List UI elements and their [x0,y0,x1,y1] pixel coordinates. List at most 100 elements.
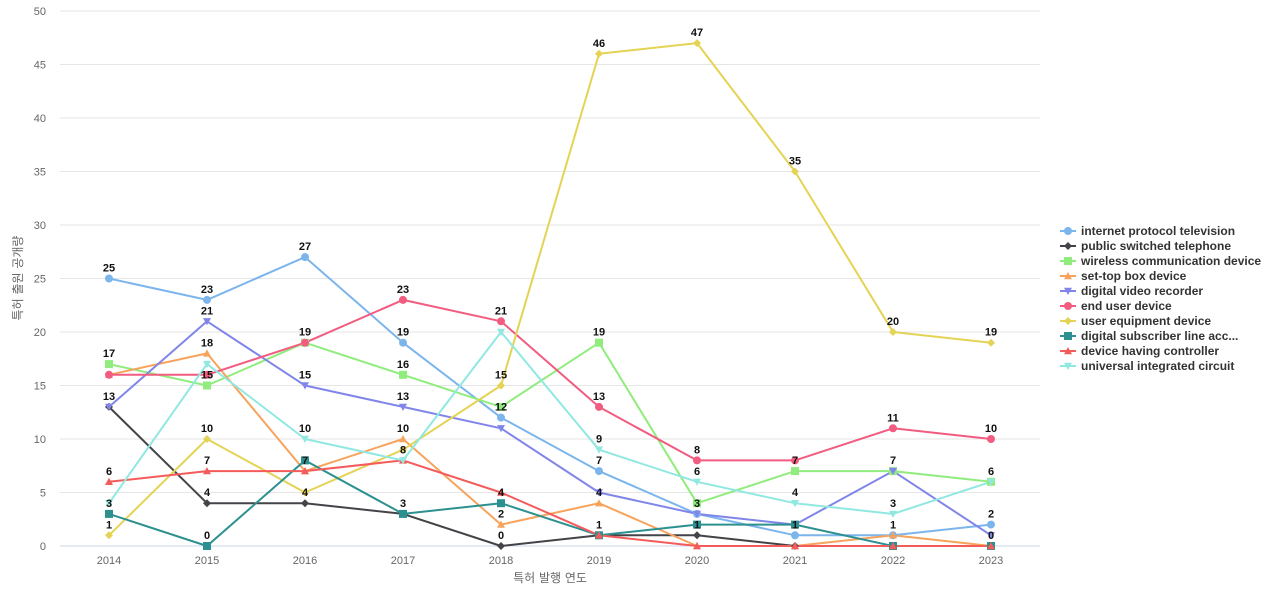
legend-marker[interactable] [1064,317,1072,325]
data-point-internet-protocol-television[interactable] [399,338,407,347]
data-point-end-user-device[interactable] [105,370,113,379]
data-point-wireless-communication-device[interactable] [595,338,603,347]
data-point-end-user-device[interactable] [301,338,309,347]
series-line-digital-subscriber-line-acc[interactable] [108,459,991,547]
series-line-universal-integrated-circuit[interactable] [108,331,992,515]
data-point-user-equipment-device[interactable] [987,338,995,347]
data-point-public-switched-telephone[interactable] [497,542,505,550]
data-point-public-switched-telephone[interactable] [203,499,211,508]
legend-marker[interactable] [1064,302,1072,310]
data-point-digital-subscriber-line-acc[interactable] [497,499,505,508]
data-point-device-having-controller[interactable] [595,531,603,539]
series-line-digital-video-recorder[interactable] [108,320,992,537]
legend-marker[interactable] [1064,347,1072,355]
series-line-wireless-communication-device[interactable] [108,341,992,505]
data-point-end-user-device[interactable] [693,456,701,465]
data-point-digital-subscriber-line-acc[interactable] [301,456,309,465]
legend-item-public-switched-telephone[interactable]: public switched telephone [1060,239,1231,253]
data-point-user-equipment-device[interactable] [497,381,505,390]
data-point-set-top-box-device[interactable] [399,435,407,443]
data-point-internet-protocol-television[interactable] [595,467,603,476]
data-point-end-user-device[interactable] [791,456,799,465]
series-line-user-equipment-device[interactable] [108,42,992,537]
data-point-universal-integrated-circuit[interactable] [987,478,995,486]
legend-item-device-having-controller[interactable]: device having controller [1060,344,1219,358]
data-point-user-equipment-device[interactable] [791,167,799,176]
data-point-universal-integrated-circuit[interactable] [889,510,897,518]
data-point-wireless-communication-device[interactable] [203,381,211,390]
legend-marker[interactable] [1064,242,1072,250]
data-point-internet-protocol-television[interactable] [105,274,113,283]
data-point-digital-video-recorder[interactable] [497,425,505,433]
data-point-universal-integrated-circuit[interactable] [105,500,113,508]
data-point-public-switched-telephone[interactable] [693,531,701,540]
legend-item-digital-subscriber-line-acc[interactable]: digital subscriber line acc... [1060,329,1238,343]
data-point-digital-video-recorder[interactable] [301,382,309,390]
data-point-wireless-communication-device[interactable] [693,499,701,508]
data-point-set-top-box-device[interactable] [497,520,505,528]
data-point-wireless-communication-device[interactable] [497,402,505,411]
legend-item-user-equipment-device[interactable]: user equipment device [1060,314,1211,328]
data-point-device-having-controller[interactable] [889,542,897,550]
legend-marker[interactable] [1064,257,1072,265]
data-point-user-equipment-device[interactable] [595,49,603,58]
data-point-set-top-box-device[interactable] [889,531,897,539]
data-point-end-user-device[interactable] [203,370,211,379]
series-line-end-user-device[interactable] [109,298,992,462]
legend-item-universal-integrated-circuit[interactable]: universal integrated circuit [1060,359,1234,373]
data-point-digital-video-recorder[interactable] [595,489,603,497]
data-point-device-having-controller[interactable] [301,467,309,475]
data-point-digital-subscriber-line-acc[interactable] [791,520,799,529]
data-point-user-equipment-device[interactable] [693,39,701,48]
legend-marker[interactable] [1064,227,1072,235]
legend-item-end-user-device[interactable]: end user device [1060,299,1172,313]
data-point-digital-video-recorder[interactable] [889,467,897,476]
legend-item-internet-protocol-television[interactable]: internet protocol television [1060,224,1235,238]
data-point-wireless-communication-device[interactable] [791,467,799,476]
data-point-digital-video-recorder[interactable] [987,532,995,540]
data-point-digital-subscriber-line-acc[interactable] [105,509,113,518]
data-point-public-switched-telephone[interactable] [301,499,309,508]
data-point-user-equipment-device[interactable] [105,531,113,540]
data-point-universal-integrated-circuit[interactable] [301,435,309,443]
data-point-user-equipment-device[interactable] [399,445,407,454]
series-line-internet-protocol-television[interactable] [108,256,992,537]
data-point-device-having-controller[interactable] [497,488,505,496]
series-line-public-switched-telephone[interactable] [108,406,991,547]
data-point-device-having-controller[interactable] [203,467,211,475]
data-point-digital-subscriber-line-acc[interactable] [693,520,701,529]
data-point-digital-subscriber-line-acc[interactable] [399,509,407,518]
data-point-end-user-device[interactable] [399,295,407,304]
data-point-user-equipment-device[interactable] [203,435,211,443]
data-point-wireless-communication-device[interactable] [399,370,407,379]
data-point-digital-subscriber-line-acc[interactable] [203,542,211,550]
legend-item-digital-video-recorder[interactable]: digital video recorder [1060,284,1203,298]
data-point-universal-integrated-circuit[interactable] [791,500,799,508]
data-point-set-top-box-device[interactable] [203,349,211,357]
data-point-internet-protocol-television[interactable] [301,253,309,262]
data-point-digital-video-recorder[interactable] [399,403,407,411]
data-point-user-equipment-device[interactable] [889,328,897,336]
data-point-device-having-controller[interactable] [105,477,113,485]
data-point-universal-integrated-circuit[interactable] [497,328,505,336]
data-point-user-equipment-device[interactable] [301,488,309,497]
data-point-end-user-device[interactable] [987,435,995,443]
data-point-universal-integrated-circuit[interactable] [399,457,407,465]
legend-marker[interactable] [1064,272,1072,280]
data-point-wireless-communication-device[interactable] [105,360,113,369]
data-point-internet-protocol-television[interactable] [497,413,505,422]
data-point-internet-protocol-television[interactable] [791,531,799,540]
data-point-set-top-box-device[interactable] [595,499,603,507]
data-point-digital-video-recorder[interactable] [693,510,701,518]
data-point-internet-protocol-television[interactable] [203,295,211,304]
series-line-device-having-controller[interactable] [108,459,991,547]
data-point-internet-protocol-television[interactable] [987,520,995,529]
legend-marker[interactable] [1064,332,1072,340]
data-point-universal-integrated-circuit[interactable] [595,446,603,454]
data-point-device-having-controller[interactable] [987,542,995,550]
data-point-end-user-device[interactable] [595,402,603,411]
data-point-universal-integrated-circuit[interactable] [203,360,211,369]
data-point-device-having-controller[interactable] [693,542,701,550]
data-point-digital-video-recorder[interactable] [203,318,211,326]
data-point-end-user-device[interactable] [889,424,897,433]
